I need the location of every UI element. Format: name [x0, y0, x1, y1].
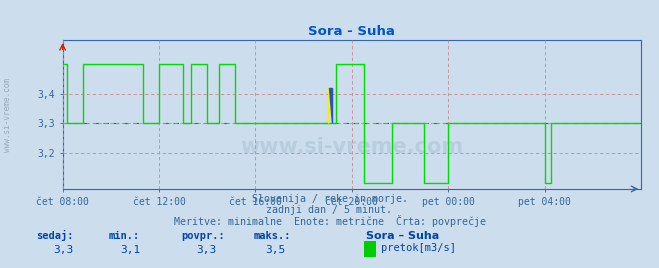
Text: povpr.:: povpr.:	[181, 231, 225, 241]
Text: 3,1: 3,1	[121, 245, 141, 255]
Text: zadnji dan / 5 minut.: zadnji dan / 5 minut.	[266, 205, 393, 215]
Text: Sora – Suha: Sora – Suha	[366, 231, 439, 241]
Text: 3,3: 3,3	[196, 245, 216, 255]
Text: Meritve: minimalne  Enote: metrične  Črta: povprečje: Meritve: minimalne Enote: metrične Črta:…	[173, 215, 486, 226]
Text: maks.:: maks.:	[254, 231, 291, 241]
Polygon shape	[329, 88, 332, 124]
Text: Slovenija / reke in morje.: Slovenija / reke in morje.	[252, 193, 407, 203]
Text: min.:: min.:	[109, 231, 140, 241]
Text: www.si-vreme.com: www.si-vreme.com	[3, 78, 13, 152]
Text: 3,3: 3,3	[53, 245, 73, 255]
Text: www.si-vreme.com: www.si-vreme.com	[241, 137, 463, 157]
Text: pretok[m3/s]: pretok[m3/s]	[381, 243, 456, 253]
Title: Sora - Suha: Sora - Suha	[308, 25, 395, 38]
Text: sedaj:: sedaj:	[36, 230, 74, 241]
Polygon shape	[329, 88, 332, 124]
Text: 3,5: 3,5	[266, 245, 286, 255]
